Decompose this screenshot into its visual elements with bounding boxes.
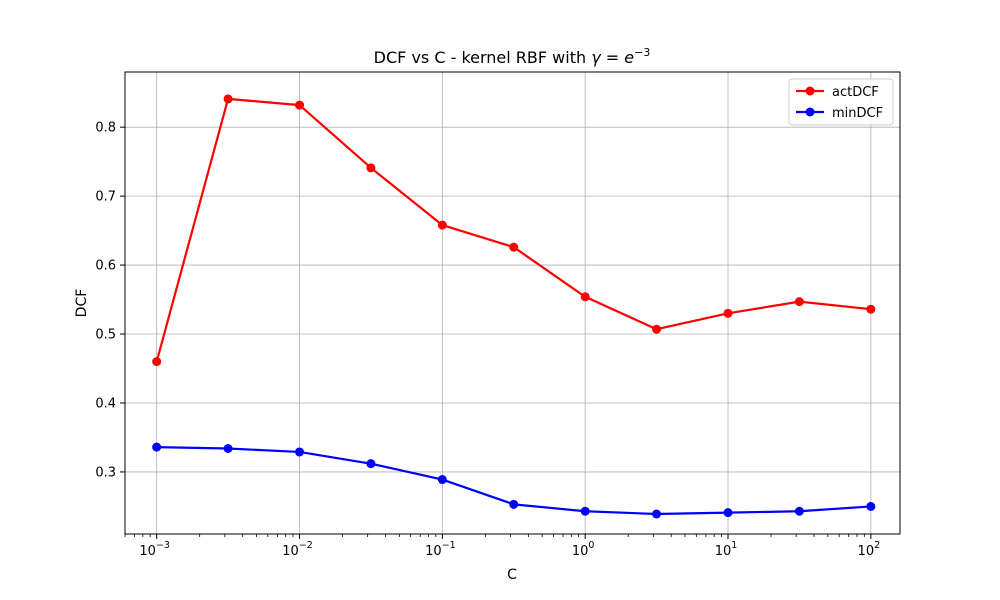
x-tick-exponent: −3 <box>156 540 170 551</box>
data-point-actdcf <box>509 243 518 252</box>
data-point-actdcf <box>724 309 733 318</box>
chart-title-prefix: DCF vs C - kernel RBF with <box>374 48 592 67</box>
data-point-mindcf <box>581 507 590 516</box>
chart-title-equals: = <box>601 48 625 67</box>
x-tick-exponent: 2 <box>874 540 880 551</box>
x-tick-base: 10 <box>858 544 875 559</box>
data-point-mindcf <box>295 447 304 456</box>
x-tick-exponent: 0 <box>588 540 594 551</box>
data-point-mindcf <box>795 507 804 516</box>
x-tick-exponent: −1 <box>442 540 456 551</box>
data-point-mindcf <box>438 475 447 484</box>
data-point-mindcf <box>152 443 161 452</box>
data-point-mindcf <box>724 508 733 517</box>
data-point-actdcf <box>295 101 304 110</box>
data-point-mindcf <box>652 510 661 519</box>
x-axis-label: C <box>507 567 517 583</box>
y-axis-label: DCF <box>74 289 90 318</box>
data-point-mindcf <box>509 500 518 509</box>
chart-title: DCF vs C - kernel RBF with γ = e−3 <box>374 46 651 67</box>
legend: actDCF minDCF <box>789 79 893 125</box>
x-tick-base: 10 <box>715 544 732 559</box>
x-tick-base: 10 <box>425 544 442 559</box>
legend-label-mindcf: minDCF <box>832 106 883 121</box>
x-tick-base: 10 <box>282 544 299 559</box>
data-point-actdcf <box>795 297 804 306</box>
data-point-actdcf <box>366 163 375 172</box>
y-tick-label: 0.5 <box>95 328 116 343</box>
legend-marker-mindcf <box>806 108 815 117</box>
x-tick-exponent: 1 <box>731 540 737 551</box>
y-tick-label: 0.4 <box>95 396 116 411</box>
data-point-actdcf <box>652 325 661 334</box>
y-tick-label: 0.6 <box>95 259 116 274</box>
y-tick-label: 0.7 <box>95 190 116 205</box>
y-tick-label: 0.8 <box>95 121 116 136</box>
x-tick-base: 10 <box>572 544 589 559</box>
chart-title-base: e <box>624 48 634 67</box>
data-point-actdcf <box>866 305 875 314</box>
data-point-actdcf <box>152 357 161 366</box>
y-tick-label: 0.3 <box>95 465 116 480</box>
data-point-mindcf <box>366 459 375 468</box>
x-tick-base: 10 <box>139 544 156 559</box>
data-point-mindcf <box>866 502 875 511</box>
legend-label-actdcf: actDCF <box>832 85 879 100</box>
x-tick-exponent: −2 <box>299 540 313 551</box>
legend-marker-actdcf <box>806 87 815 96</box>
chart-title-exponent: −3 <box>634 46 650 59</box>
data-point-mindcf <box>224 444 233 453</box>
data-point-actdcf <box>581 292 590 301</box>
data-point-actdcf <box>438 221 447 230</box>
data-point-actdcf <box>224 94 233 103</box>
